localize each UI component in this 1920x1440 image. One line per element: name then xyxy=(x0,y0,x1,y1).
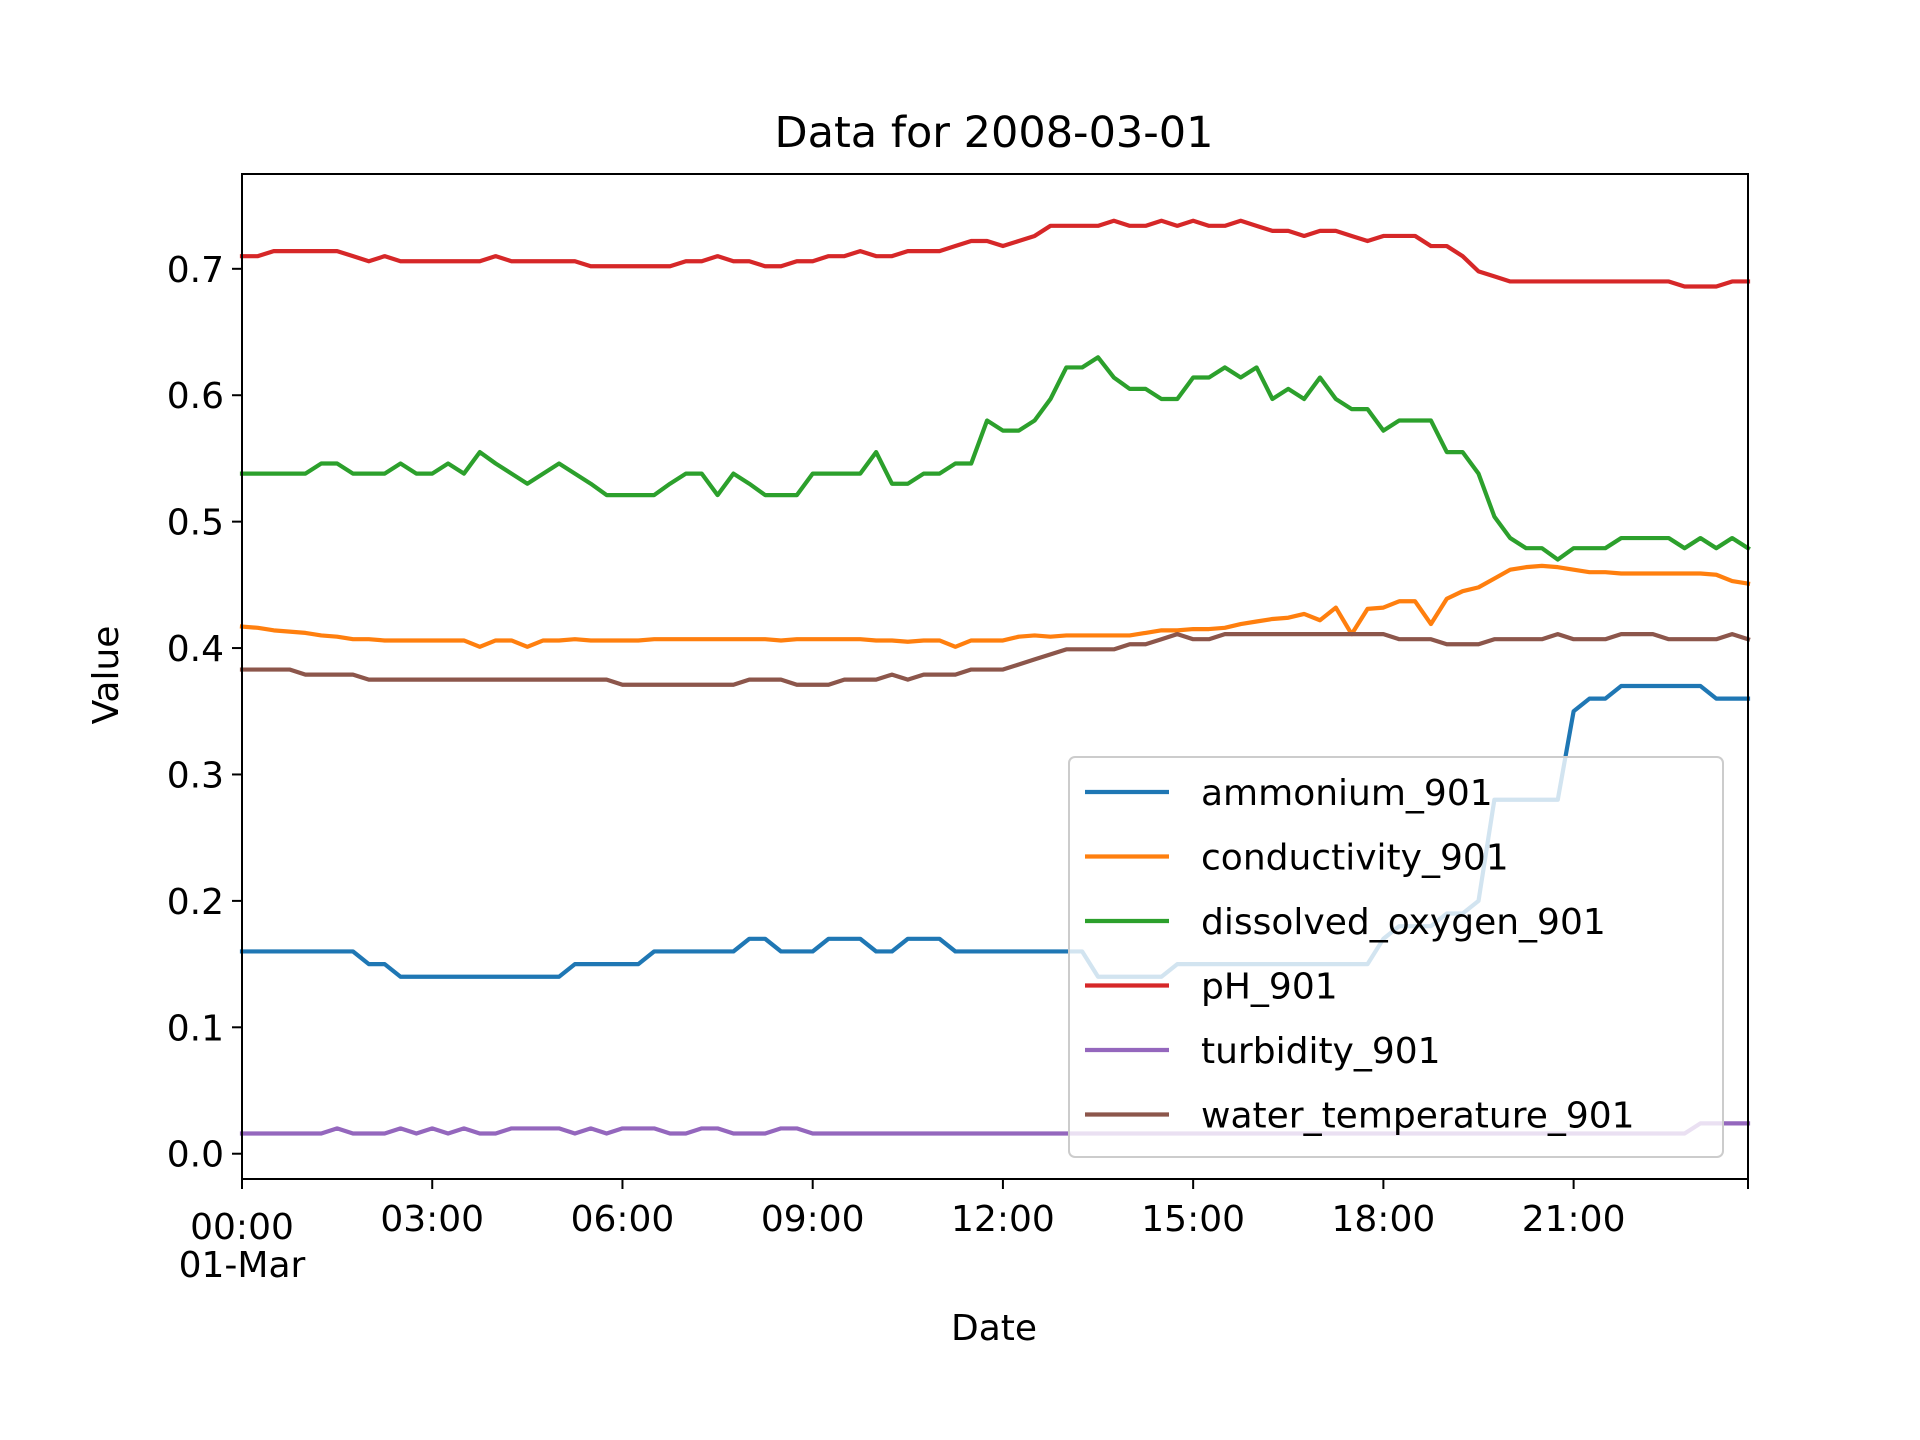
legend-label: dissolved_oxygen_901 xyxy=(1201,902,1606,943)
x-tick-sublabel: 01-Mar xyxy=(179,1245,306,1286)
series-line-water_temperature_901 xyxy=(239,632,1751,687)
legend-label: turbidity_901 xyxy=(1201,1031,1441,1072)
legend-item-ammonium_901: ammonium_901 xyxy=(1085,773,1493,814)
legend-item-turbidity_901: turbidity_901 xyxy=(1085,1031,1441,1072)
legend-item-water_temperature_901: water_temperature_901 xyxy=(1085,1096,1635,1137)
legend-item-conductivity_901: conductivity_901 xyxy=(1085,838,1509,879)
legend-label: pH_901 xyxy=(1201,967,1338,1008)
y-tick-label: 0.7 xyxy=(167,250,224,291)
x-axis-title: Date xyxy=(951,1308,1037,1349)
legend-label: ammonium_901 xyxy=(1201,773,1493,814)
legend: ammonium_901 conductivity_901 dissolved_ox… xyxy=(1068,756,1724,1158)
y-tick-label: 0.5 xyxy=(167,503,224,544)
x-tick-label: 12:00 xyxy=(951,1199,1055,1240)
y-tick-label: 0.2 xyxy=(167,882,224,923)
y-tick-label: 0.3 xyxy=(167,755,224,796)
legend-box xyxy=(1068,756,1724,1158)
legend-label: water_temperature_901 xyxy=(1201,1096,1635,1137)
chart-title: Data for 2008-03-01 xyxy=(774,108,1213,158)
x-tick-label: 15:00 xyxy=(1141,1199,1245,1240)
legend-label: conductivity_901 xyxy=(1201,838,1509,879)
x-tick-label: 21:00 xyxy=(1522,1199,1626,1240)
y-tick-label: 0.4 xyxy=(167,629,224,670)
x-tick-label: 09:00 xyxy=(761,1199,865,1240)
x-tick-label: 18:00 xyxy=(1332,1199,1436,1240)
series-line-pH_901 xyxy=(239,218,1751,289)
y-axis-title: Value xyxy=(86,626,127,725)
legend-item-dissolved_oxygen_901: dissolved_oxygen_901 xyxy=(1085,902,1606,943)
legend-item-pH_901: pH_901 xyxy=(1085,967,1338,1008)
x-tick-label: 03:00 xyxy=(380,1199,484,1240)
x-tick-label: 06:00 xyxy=(571,1199,675,1240)
series-layer xyxy=(239,218,1751,1136)
y-tick-label: 0.6 xyxy=(167,376,224,417)
y-tick-label: 0.0 xyxy=(167,1135,224,1176)
series-line-conductivity_901 xyxy=(239,563,1751,649)
y-axis: 0.0 0.1 0.2 0.3 0.4 0.5 0.6 0.7 xyxy=(167,250,242,1176)
x-tick-label: 00:00 xyxy=(190,1207,294,1248)
y-tick-label: 0.1 xyxy=(167,1008,224,1049)
plot-frame xyxy=(241,173,1749,1180)
series-line-dissolved_oxygen_901 xyxy=(239,355,1751,562)
